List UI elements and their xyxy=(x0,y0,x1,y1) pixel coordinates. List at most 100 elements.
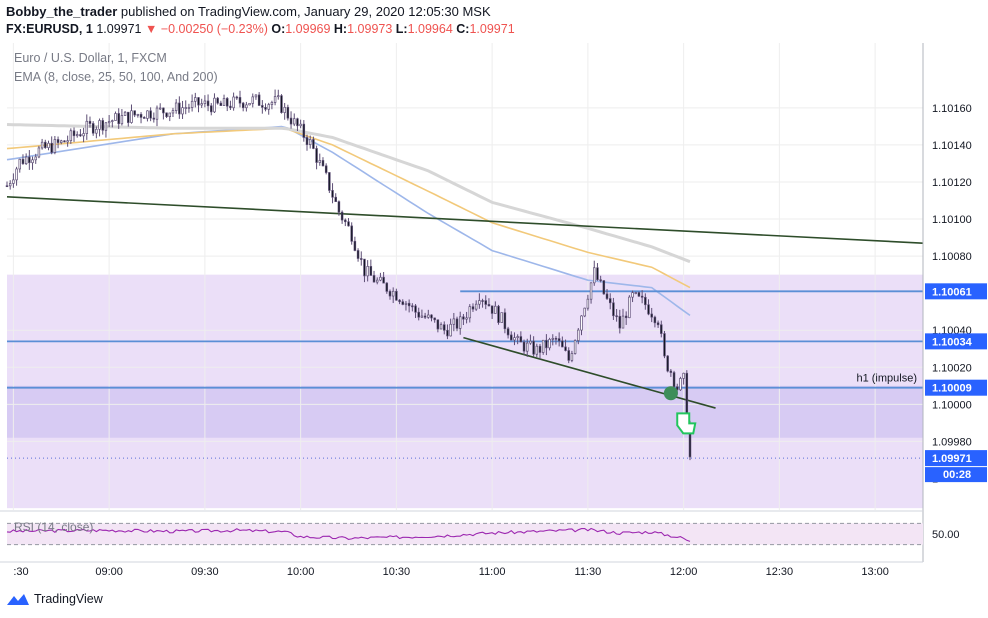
candle-body xyxy=(174,102,178,111)
x-tick-label: :30 xyxy=(13,566,28,578)
y-tick-label: 1.09980 xyxy=(932,436,972,448)
y-tick-label: 1.10100 xyxy=(932,214,972,226)
candle-body xyxy=(605,293,609,299)
tradingview-brand[interactable]: TradingView xyxy=(34,592,103,606)
candle-body xyxy=(356,250,360,259)
candle-body xyxy=(465,317,468,320)
candle-body xyxy=(455,318,459,329)
candle-body xyxy=(85,120,89,134)
low-label: L: xyxy=(395,22,408,36)
candle-body xyxy=(516,336,519,338)
indicator-legend: EMA (8, close, 25, 50, 100, And 200) xyxy=(14,70,218,84)
candle-body xyxy=(621,315,625,329)
candle-body xyxy=(637,292,641,297)
candle-body xyxy=(573,340,577,354)
candle-body xyxy=(187,107,191,109)
candle-body xyxy=(640,295,644,298)
candle-body xyxy=(79,134,82,137)
candle-body xyxy=(484,300,487,305)
candle-body xyxy=(56,139,60,143)
rsi-tick-label: 50.00 xyxy=(932,529,960,541)
candle-body xyxy=(497,305,500,323)
candle-body xyxy=(404,302,408,305)
price-label-text: 1.10009 xyxy=(932,383,972,395)
candle-body xyxy=(168,112,172,117)
candle-body xyxy=(280,95,283,113)
candle-body xyxy=(379,276,382,281)
candle-body xyxy=(519,336,523,343)
candle-body xyxy=(101,120,104,131)
candle-body xyxy=(296,118,299,127)
candle-body xyxy=(631,292,634,298)
candle-body xyxy=(494,305,497,314)
candle-body xyxy=(414,305,417,313)
candle-body xyxy=(481,300,484,302)
candle-body xyxy=(219,102,223,106)
candle-body xyxy=(347,221,350,227)
candle-body xyxy=(653,316,657,324)
candle-body xyxy=(162,107,165,114)
candle-body xyxy=(321,160,325,167)
candle-body xyxy=(107,121,111,124)
candle-body xyxy=(634,292,637,294)
candle-body xyxy=(146,110,149,119)
tradingview-logo-icon[interactable] xyxy=(6,591,30,607)
candle-body xyxy=(593,267,596,284)
candle-body xyxy=(152,117,156,120)
x-tick-label: 09:30 xyxy=(191,566,219,578)
candle-body xyxy=(248,102,251,106)
y-tick-label: 1.10140 xyxy=(932,140,972,152)
candle-body xyxy=(417,311,420,318)
candle-body xyxy=(197,97,200,106)
candle-body xyxy=(602,280,606,295)
candle-body xyxy=(18,158,21,170)
candle-body xyxy=(158,107,162,110)
candle-body xyxy=(353,240,357,251)
candle-body xyxy=(324,165,328,173)
candle-body xyxy=(580,315,583,331)
candle-body xyxy=(337,201,341,213)
author-name[interactable]: Bobby_the_trader xyxy=(6,4,118,19)
open-label: O: xyxy=(271,22,286,36)
candle-body xyxy=(267,104,270,110)
price-label-box xyxy=(925,450,987,467)
candle-body xyxy=(647,304,650,315)
candle-body xyxy=(72,130,76,137)
candle-body xyxy=(299,123,302,127)
candle-body xyxy=(446,329,449,337)
candle-body xyxy=(286,106,290,119)
candle-body xyxy=(596,267,599,281)
candle-body xyxy=(376,279,379,283)
candle-body xyxy=(487,304,491,307)
candle-body xyxy=(350,225,353,242)
x-tick-label: 11:30 xyxy=(575,566,602,578)
candle-body xyxy=(564,346,567,351)
price-change: ▼ −0.00250 (−0.23%) xyxy=(144,22,268,36)
candle-body xyxy=(599,279,602,282)
candle-body xyxy=(181,107,184,115)
price-chart[interactable]: h1 (impulse) Euro / U.S. Dollar, 1, FXCM E… xyxy=(0,40,988,580)
candle-body xyxy=(289,117,293,125)
candle-body xyxy=(340,211,344,221)
candle-body xyxy=(344,219,347,223)
candle-body xyxy=(529,340,532,344)
candle-body xyxy=(194,97,197,102)
candle-body xyxy=(302,123,306,138)
candle-body xyxy=(66,140,69,143)
candle-body xyxy=(679,378,682,391)
price-label-text: 1.09971 xyxy=(932,453,972,465)
candle-body xyxy=(69,130,73,142)
candle-body xyxy=(31,159,34,164)
candle-body xyxy=(436,319,440,330)
candle-body xyxy=(618,315,622,329)
candle-body xyxy=(75,134,79,137)
candle-body xyxy=(328,172,331,191)
ema-50-line xyxy=(6,125,691,317)
candle-body xyxy=(28,156,31,164)
candle-body xyxy=(98,120,101,130)
price-label-text: 1.10034 xyxy=(932,336,973,348)
candle-body xyxy=(155,107,159,120)
y-tick-label: 1.10160 xyxy=(932,103,972,115)
candle-body xyxy=(15,168,18,181)
candle-body xyxy=(229,105,232,109)
